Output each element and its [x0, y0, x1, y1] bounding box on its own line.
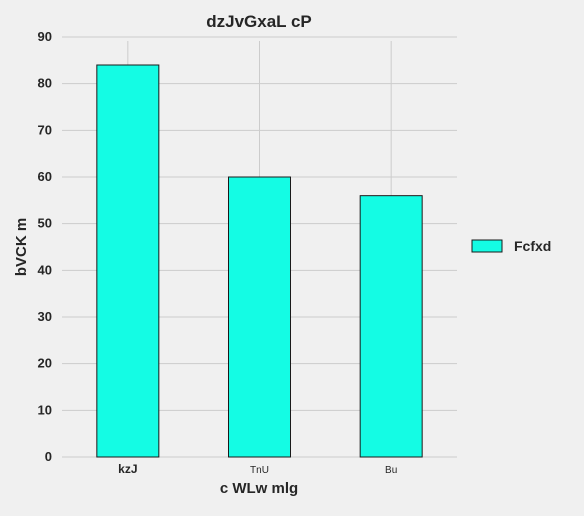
y-tick-label: 30: [38, 309, 52, 324]
legend-swatch: [471, 239, 503, 253]
y-tick-label: 90: [38, 29, 52, 44]
y-tick-label: 20: [38, 356, 52, 371]
y-tick-label: 10: [38, 402, 52, 417]
x-tick-label: Bu: [385, 465, 397, 476]
y-tick-label: 50: [38, 216, 52, 231]
bar: [228, 176, 291, 458]
chart-title: dzJvGxaL cP: [206, 12, 312, 31]
bar: [96, 64, 160, 458]
bar: [359, 195, 423, 458]
y-tick-label: 0: [45, 449, 52, 464]
x-tick-label: kzJ: [118, 462, 137, 476]
y-tick-label: 80: [38, 76, 52, 91]
y-tick-label: 70: [38, 122, 52, 137]
y-axis-label: bVCK m: [13, 218, 30, 276]
bars: [96, 64, 423, 458]
y-axis-ticks: 0 10 20 30 40 50 60 70 80 90: [38, 29, 52, 464]
x-tick-label: TnU: [250, 465, 269, 476]
legend-label: Fcfxd: [514, 238, 551, 254]
x-axis-label: c WLw mlg: [220, 480, 298, 497]
legend: Fcfxd: [471, 238, 551, 254]
y-tick-label: 60: [38, 169, 52, 184]
x-axis-ticks: kzJ TnU Bu: [118, 462, 397, 476]
y-tick-label: 40: [38, 262, 52, 277]
